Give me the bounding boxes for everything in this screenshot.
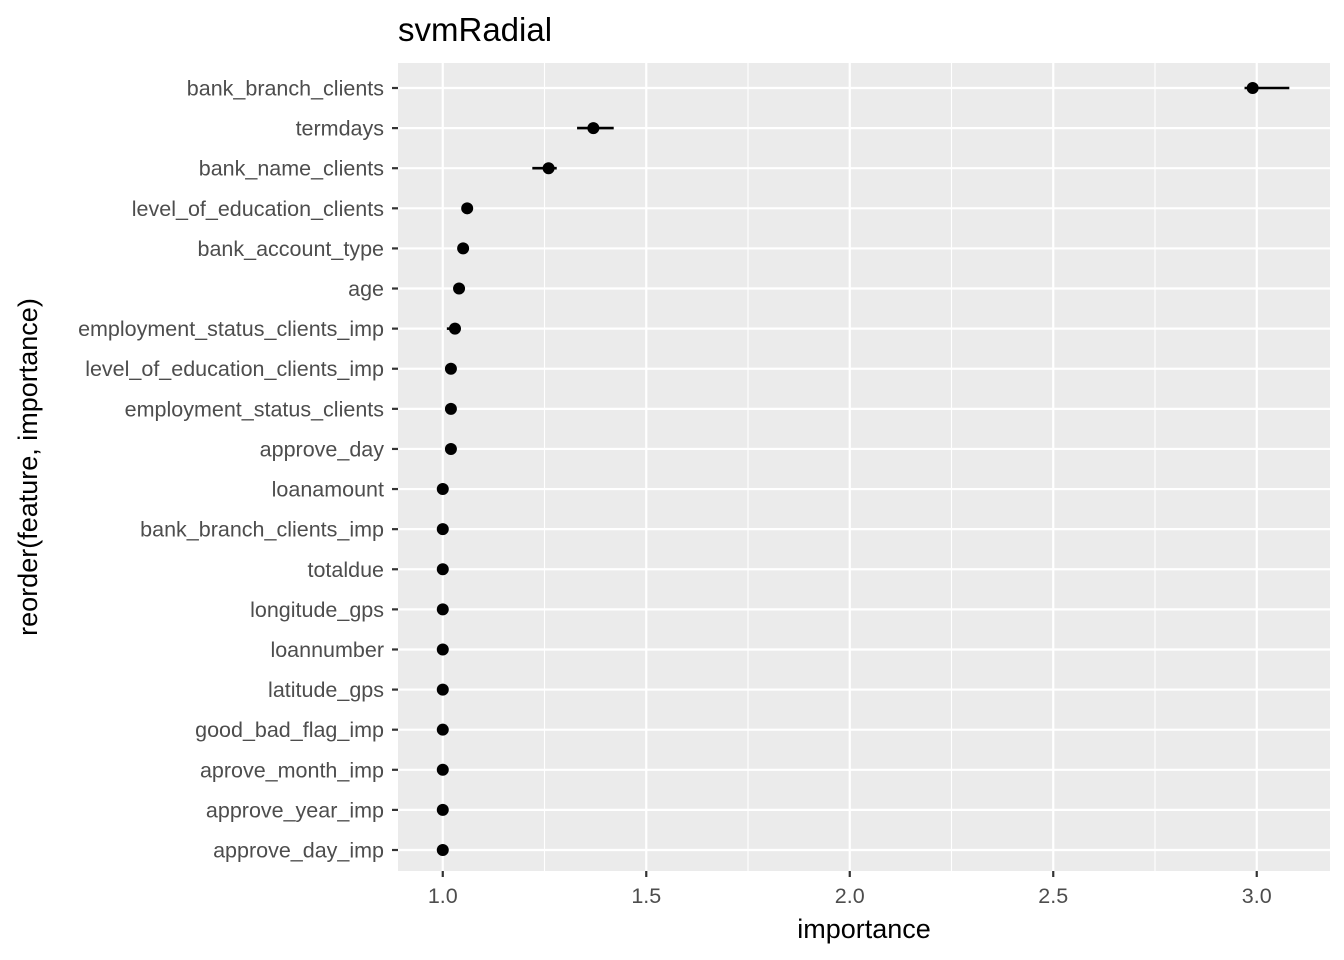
importance-point xyxy=(444,362,457,375)
importance-point xyxy=(436,483,449,496)
y-tick-label: good_bad_flag_imp xyxy=(195,718,384,742)
importance-point xyxy=(436,763,449,776)
x-tick-label: 1.5 xyxy=(631,884,661,908)
importance-point xyxy=(461,202,474,215)
importance-point xyxy=(587,122,600,135)
y-tick-label: bank_account_type xyxy=(198,237,384,261)
importance-point xyxy=(448,322,461,335)
importance-point xyxy=(453,282,466,295)
importance-point xyxy=(436,643,449,656)
minor-gridlines xyxy=(543,63,1156,871)
y-tick-label: bank_name_clients xyxy=(199,157,384,181)
y-tick-label: approve_day_imp xyxy=(213,839,384,863)
y-tick-label: bank_branch_clients xyxy=(187,77,384,101)
y-axis-title: reorder(feature, importance) xyxy=(13,298,43,636)
y-axis: bank_branch_clients termdays bank_name_cli… xyxy=(78,77,398,863)
y-tick-label: approve_day xyxy=(260,437,385,461)
x-axis: 1.0 1.5 2.0 2.5 3.0 xyxy=(428,871,1272,908)
importance-point xyxy=(444,442,457,455)
plot-panel xyxy=(398,63,1330,871)
y-tick-label: age xyxy=(348,277,384,301)
importance-point xyxy=(436,803,449,816)
importance-point xyxy=(436,523,449,536)
y-tick-label: loanamount xyxy=(272,478,384,502)
y-tick-label: bank_branch_clients_imp xyxy=(140,518,384,542)
importance-point xyxy=(542,162,555,175)
x-tick-label: 1.0 xyxy=(428,884,458,908)
y-tick-label: loannumber xyxy=(270,638,384,662)
importance-points xyxy=(436,82,1259,856)
y-tick-label: approve_year_imp xyxy=(206,798,384,822)
importance-point xyxy=(1246,82,1259,94)
y-tick-label: termdays xyxy=(296,117,384,141)
x-tick-label: 3.0 xyxy=(1242,884,1272,908)
y-tick-label: totaldue xyxy=(307,558,384,582)
y-tick-label: latitude_gps xyxy=(268,678,384,702)
y-tick-label: employment_status_clients xyxy=(125,397,384,421)
importance-point xyxy=(436,563,449,576)
importance-point xyxy=(457,242,470,255)
x-tick-label: 2.0 xyxy=(835,884,865,908)
y-tick-label: aprove_month_imp xyxy=(200,758,384,782)
y-tick-label: level_of_education_clients xyxy=(132,197,384,221)
importance-point xyxy=(436,683,449,696)
y-tick-label: level_of_education_clients_imp xyxy=(85,357,384,381)
importance-point xyxy=(444,402,457,415)
y-tick-label: employment_status_clients_imp xyxy=(78,317,384,341)
importance-point xyxy=(436,844,449,856)
importance-point xyxy=(436,723,449,736)
chart-title: svmRadial xyxy=(398,11,552,48)
x-tick-label: 2.5 xyxy=(1038,884,1068,908)
importance-point xyxy=(436,603,449,616)
y-tick-label: longitude_gps xyxy=(250,598,384,622)
x-axis-title: importance xyxy=(797,914,931,944)
